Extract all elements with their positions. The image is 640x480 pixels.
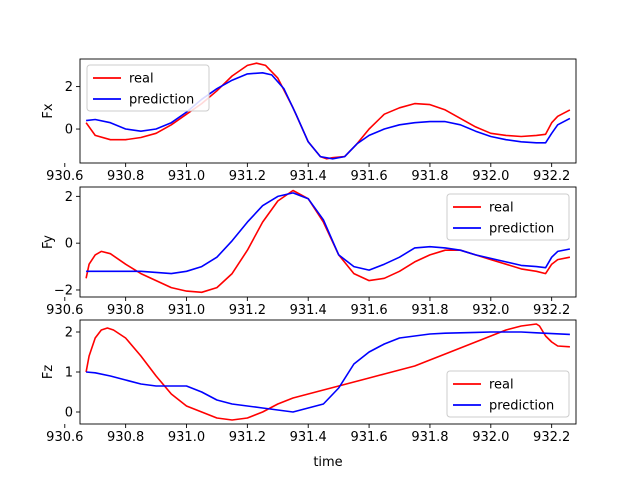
x-tick-label: 931.0 (168, 303, 205, 318)
x-tick-label: 932.2 (533, 430, 570, 445)
legend: real prediction (86, 64, 210, 112)
x-axis-label: time (313, 455, 342, 470)
x-tick-label: 930.6 (46, 430, 83, 445)
series-group (85, 323, 570, 421)
x-tick-label: 931.8 (411, 169, 448, 184)
x-tick-label: 932.2 (533, 303, 570, 318)
series-group (85, 189, 571, 294)
x-tick-label: 930.8 (107, 430, 144, 445)
x-tick-label: 932.0 (472, 430, 509, 445)
x-tick-label: 930.6 (46, 303, 83, 318)
x-tick-label: 931.6 (350, 169, 387, 184)
series-group (85, 62, 571, 160)
y-tick-label: 1 (65, 366, 73, 381)
y-axis-label: Fz (41, 365, 56, 379)
y-axis-label: Fx (41, 103, 56, 118)
x-tick-label: 931.4 (290, 169, 327, 184)
x-tick-label: 931.8 (411, 430, 448, 445)
x-tick-label: 931.0 (168, 169, 205, 184)
x-tick-label: 932.2 (533, 169, 570, 184)
x-tick-label: 931.4 (290, 303, 327, 318)
x-tick-label: 931.2 (229, 169, 266, 184)
x-tick-label: 930.8 (107, 303, 144, 318)
y-axis-label: Fy (41, 235, 56, 249)
legend-label-prediction: prediction (489, 399, 554, 414)
y-tick-label: 2 (65, 326, 73, 341)
y-tick-label: 2 (65, 190, 73, 205)
subplot-fx: 930.6 930.8 931.0 931.2 931.4 931.6 931.8 932.0… (41, 58, 577, 184)
x-tick-label: 930.6 (46, 169, 83, 184)
legend: real prediction (446, 193, 570, 241)
legend-label-prediction: prediction (129, 93, 194, 108)
x-tick-label: 931.2 (229, 303, 266, 318)
y-tick-label: 2 (65, 80, 73, 95)
series-line-prediction (86, 192, 571, 275)
x-tick-label: 931.2 (229, 430, 266, 445)
subplot-fy: 930.6 930.8 931.0 931.2 931.4 931.6 931.8 932.0… (41, 186, 577, 318)
legend-label-real: real (489, 378, 514, 393)
x-tick-label: 931.4 (290, 430, 327, 445)
subplots: 930.6 930.8 931.0 931.2 931.4 931.6 931.8 932.0… (41, 58, 577, 445)
y-tick-label: 0 (65, 123, 73, 138)
x-tick-label: 931.6 (350, 303, 387, 318)
x-tick-label: 931.6 (350, 430, 387, 445)
legend: real prediction (446, 370, 570, 418)
series-line-real (85, 189, 571, 294)
y-tick-label: 0 (65, 237, 73, 252)
series-line-real (85, 323, 570, 421)
y-tick-label: 0 (65, 406, 73, 421)
legend-label-real: real (129, 72, 154, 87)
y-tick-label: −2 (54, 283, 73, 298)
axes-frame (79, 58, 577, 164)
x-tick-label: 932.0 (472, 169, 509, 184)
series-line-prediction (86, 331, 570, 413)
legend-label-prediction: prediction (489, 222, 554, 237)
subplot-fz: 930.6 930.8 931.0 931.2 931.4 931.6 931.8 932.0… (41, 319, 577, 445)
legend-label-real: real (489, 201, 514, 216)
x-tick-label: 930.8 (107, 169, 144, 184)
x-tick-label: 932.0 (472, 303, 509, 318)
x-tick-label: 931.8 (411, 303, 448, 318)
x-tick-label: 931.0 (168, 430, 205, 445)
axes-frame (79, 186, 577, 298)
series-line-prediction (86, 72, 571, 160)
